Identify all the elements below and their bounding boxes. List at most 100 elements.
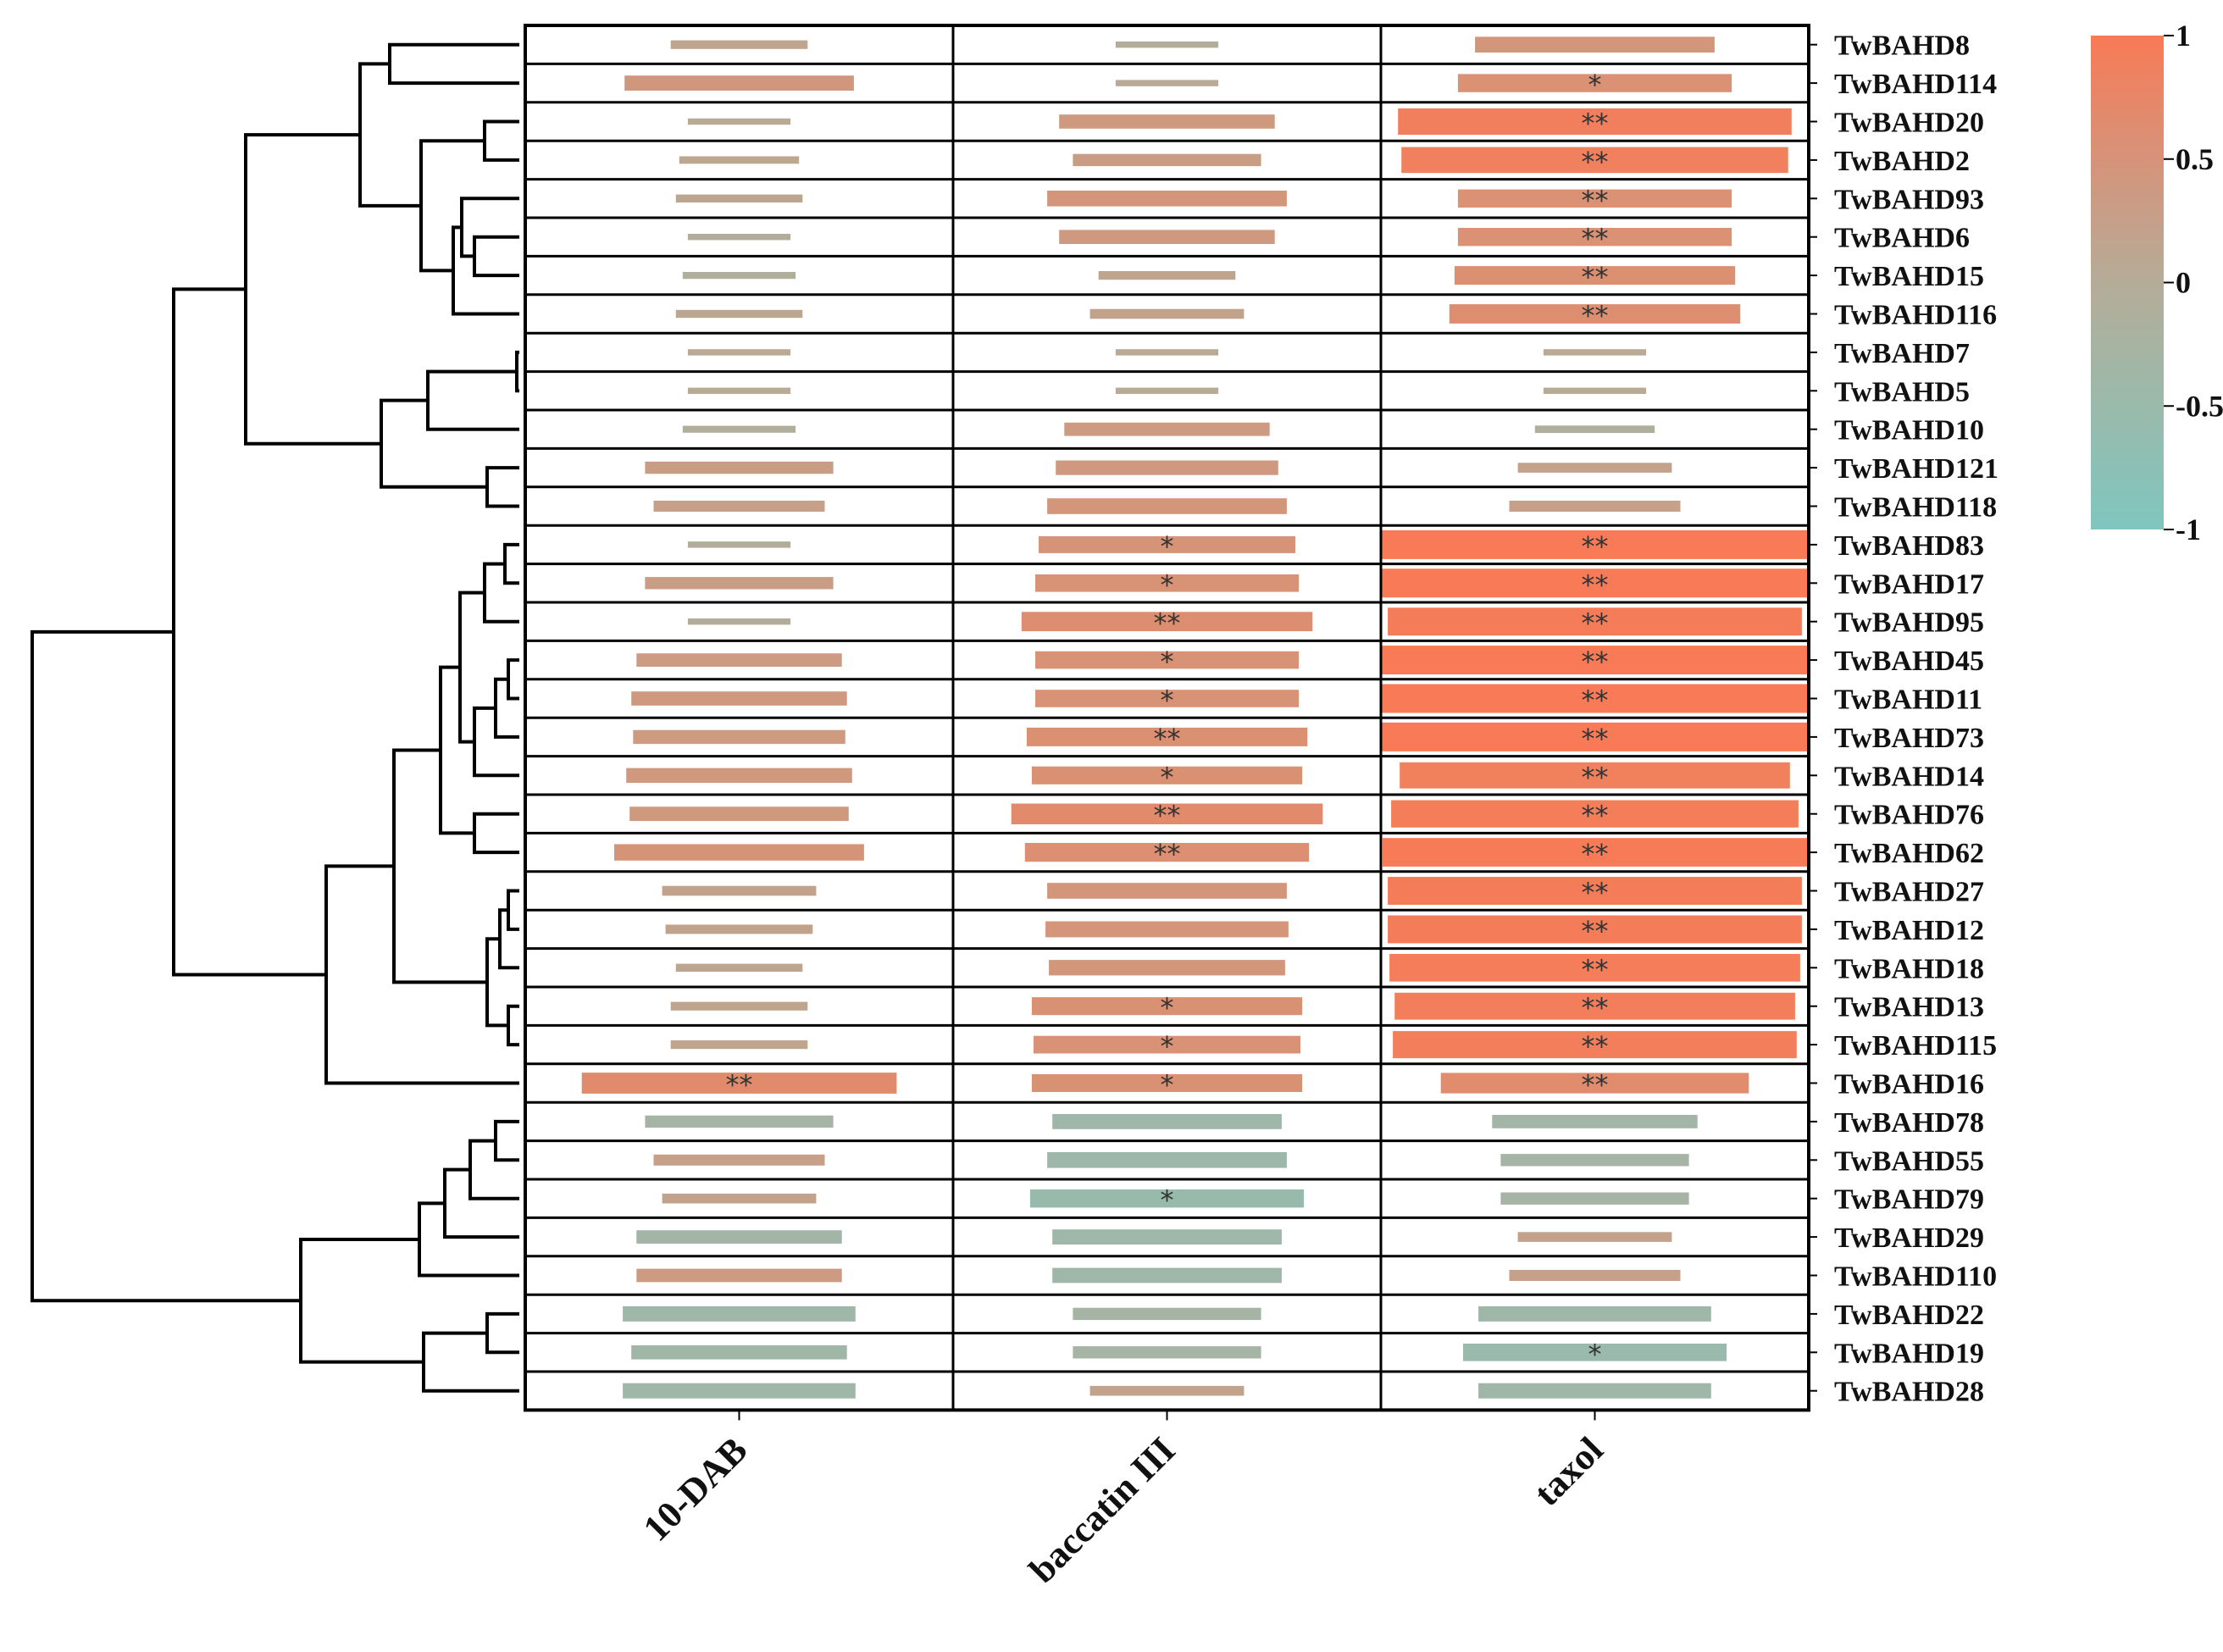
heatmap-cell — [1389, 954, 1800, 982]
dendrogram-branch — [507, 658, 519, 701]
heatmap-cell — [662, 885, 817, 896]
heatmap-cell — [1475, 36, 1715, 53]
heatmap-cell — [1478, 1383, 1711, 1399]
row-label: TwBAHD14 — [1834, 761, 1984, 792]
heatmap-cell — [670, 1001, 808, 1011]
dendrogram-branch — [507, 1004, 519, 1047]
heatmap-cell — [1024, 843, 1310, 862]
heatmap-cell — [636, 1230, 842, 1244]
significance-mark: * — [1161, 992, 1174, 1024]
row-label: TwBAHD55 — [1834, 1145, 1984, 1177]
significance-mark: ** — [1582, 877, 1609, 909]
heatmap-cell — [636, 1268, 842, 1283]
heatmap-cell — [1463, 1344, 1727, 1361]
significance-mark: * — [1588, 69, 1602, 101]
heatmap-cell — [1052, 1114, 1282, 1129]
heatmap-cells: ************** *** **** *** *** **** *** **** **… — [581, 36, 1809, 1399]
colorbar-tick-label: -0.5 — [2176, 389, 2223, 423]
heatmap-cell — [1115, 80, 1219, 86]
significance-mark: * — [1161, 761, 1174, 793]
dendrogram-branch — [483, 562, 519, 624]
heatmap-cell — [1029, 1189, 1305, 1208]
heatmap-cell — [633, 729, 845, 745]
heatmap-cell — [645, 577, 834, 590]
significance-mark: ** — [1582, 607, 1609, 640]
heatmap-cell — [1115, 387, 1219, 394]
significance-mark: ** — [1582, 261, 1609, 293]
heatmap-cell — [1449, 304, 1741, 324]
significance-mark: ** — [1582, 223, 1609, 255]
heatmap-cell — [662, 1193, 817, 1204]
dendrogram-branch — [485, 1311, 519, 1355]
row-label: TwBAHD114 — [1834, 69, 1997, 100]
significance-mark: ** — [1582, 108, 1609, 140]
colorbar-tick-label: -1 — [2176, 513, 2201, 546]
row-label: TwBAHD78 — [1834, 1107, 1984, 1139]
heatmap-cell — [1391, 800, 1799, 828]
row-label: TwBAHD116 — [1834, 300, 1997, 331]
significance-mark: ** — [1582, 800, 1609, 832]
heatmap-cell — [645, 461, 834, 474]
row-label: TwBAHD8 — [1834, 30, 1970, 62]
heatmap-cell — [1073, 153, 1261, 167]
heatmap-cell — [653, 1154, 825, 1166]
heatmap-cell — [653, 501, 825, 512]
heatmap-cell — [675, 309, 803, 319]
row-label: TwBAHD76 — [1834, 800, 1984, 831]
heatmap-cell — [687, 541, 791, 548]
heatmap-cell — [1388, 877, 1802, 905]
heatmap-cell — [1115, 349, 1219, 356]
significance-mark: * — [1161, 1030, 1174, 1062]
heatmap-cell — [1398, 108, 1792, 136]
heatmap-cell — [682, 272, 796, 280]
significance-mark: ** — [1154, 723, 1181, 755]
heatmap-cell — [1011, 803, 1323, 824]
row-label: TwBAHD17 — [1834, 568, 1984, 600]
heatmap-cell — [1089, 308, 1245, 319]
heatmap-cell — [1039, 535, 1295, 553]
heatmap-cell — [1388, 915, 1802, 944]
dendrogram-branch — [439, 665, 474, 835]
heatmap-cell — [1509, 1270, 1681, 1281]
row-label: TwBAHD15 — [1834, 261, 1984, 292]
significance-mark: ** — [1582, 184, 1609, 216]
significance-mark: * — [1588, 1338, 1602, 1370]
row-label: TwBAHD83 — [1834, 530, 1984, 562]
heatmap-cell — [645, 1115, 834, 1128]
heatmap-cell — [1457, 228, 1732, 247]
heatmap-cell — [687, 118, 791, 125]
heatmap-cell — [1073, 1307, 1261, 1321]
heatmap-cell — [1478, 1306, 1711, 1322]
row-label: TwBAHD93 — [1834, 184, 1984, 215]
heatmap-cell — [1394, 992, 1795, 1020]
heatmap-cell — [1052, 1267, 1282, 1283]
heatmap-cell — [1047, 883, 1287, 899]
heatmap-cell — [1543, 387, 1647, 394]
heatmap-cell — [1047, 191, 1287, 207]
heatmap-cell — [1500, 1154, 1689, 1167]
heatmap-cell — [1440, 1073, 1749, 1094]
dendrogram-branch — [324, 864, 519, 1085]
row-label: TwBAHD13 — [1834, 992, 1984, 1023]
dendrogram-branch — [30, 629, 301, 1303]
heatmap-cell — [1381, 722, 1809, 751]
heatmap-cell — [1543, 349, 1647, 356]
row-label: TwBAHD121 — [1834, 453, 1998, 485]
heatmap-cell — [1031, 997, 1303, 1016]
row-label: TwBAHD19 — [1834, 1338, 1984, 1369]
colorbar-gradient — [2091, 36, 2164, 529]
heatmap-cell — [1454, 266, 1736, 285]
heatmap-cell — [1049, 960, 1285, 976]
significance-mark: ** — [1582, 646, 1609, 678]
row-label: TwBAHD12 — [1834, 915, 1984, 946]
heatmap-cell — [665, 924, 813, 934]
significance-mark: ** — [1154, 800, 1181, 832]
row-labels: TwBAHD8 TwBAHD114 TwBAHD20 TwBAHD2 TwBAHD93 T… — [1809, 30, 1998, 1408]
heatmap-grid — [524, 24, 1810, 1412]
row-label: TwBAHD95 — [1834, 607, 1984, 639]
significance-mark: ** — [1582, 915, 1609, 947]
colorbar-tick-label: 0 — [2176, 266, 2191, 300]
heatmap-cell — [1064, 422, 1270, 436]
heatmap-cell — [1031, 766, 1303, 784]
heatmap-cell — [1047, 498, 1287, 514]
